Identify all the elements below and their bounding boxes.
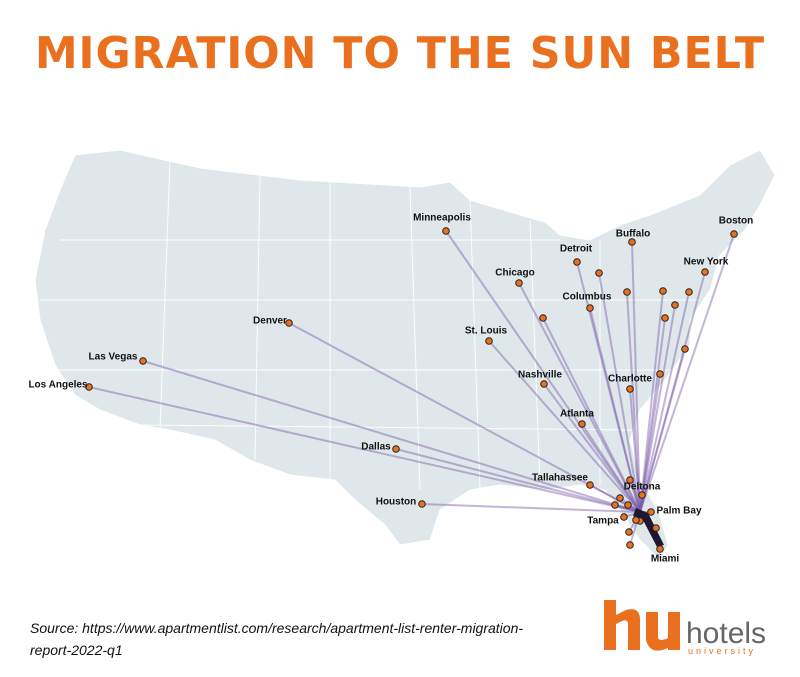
city-dot xyxy=(540,380,548,388)
city-dot xyxy=(701,268,709,276)
migration-line xyxy=(639,233,735,513)
migration-line xyxy=(639,348,686,513)
city-dot xyxy=(620,513,628,521)
migration-lines xyxy=(88,230,735,550)
cities: Minneapolis Detroit Buffalo Boston Chicago Ne… xyxy=(28,213,753,565)
city-dot xyxy=(586,481,594,489)
city-dot xyxy=(623,288,631,296)
city-dot xyxy=(616,494,624,502)
city-dot xyxy=(659,287,667,295)
city-label: Detroit xyxy=(560,244,593,255)
migration-line xyxy=(288,322,641,513)
city-dot xyxy=(656,370,664,378)
city-dot xyxy=(681,345,689,353)
city-dot xyxy=(442,227,450,235)
migration-line xyxy=(581,423,641,513)
migration-line xyxy=(629,388,641,513)
city-dot xyxy=(418,500,426,508)
city-dot xyxy=(671,301,679,309)
migration-line xyxy=(543,383,641,513)
city-label: Los Angeles xyxy=(28,380,88,391)
migration-line xyxy=(589,484,641,513)
city-dot xyxy=(628,238,636,246)
city-label: Nashville xyxy=(518,370,562,381)
city-label: St. Louis xyxy=(465,326,508,337)
city-dot xyxy=(586,304,594,312)
city-label: Buffalo xyxy=(616,229,650,240)
city-dot xyxy=(625,528,633,536)
city-dot xyxy=(656,545,664,553)
city-dot xyxy=(578,420,586,428)
city-label: Palm Bay xyxy=(656,506,701,517)
migration-line xyxy=(639,291,690,513)
migration-line xyxy=(576,261,641,513)
city-dot xyxy=(515,279,523,287)
migration-line xyxy=(421,503,641,513)
city-label: Columbus xyxy=(563,292,612,303)
migration-line xyxy=(629,479,641,513)
city-dot xyxy=(85,383,93,391)
city-label: Houston xyxy=(376,497,417,508)
city-dot xyxy=(730,230,738,238)
city-dot xyxy=(485,337,493,345)
state-borders xyxy=(40,159,700,491)
city-label: Atlanta xyxy=(560,409,594,420)
city-label: Dallas xyxy=(361,442,391,453)
source-note: Source: https://www.apartmentlist.com/re… xyxy=(30,620,524,658)
city-label: Denver xyxy=(253,316,287,327)
city-label: Chicago xyxy=(495,268,534,279)
migration-line xyxy=(639,290,664,513)
city-dot xyxy=(392,445,400,453)
migration-line xyxy=(598,272,641,513)
city-dot xyxy=(285,319,293,327)
city-dot xyxy=(626,476,634,484)
migration-line xyxy=(395,448,641,513)
title: MIGRATION TO THE SUN BELT xyxy=(35,28,765,79)
migration-line xyxy=(142,360,641,513)
city-dot xyxy=(624,501,632,509)
city-dot xyxy=(626,385,634,393)
city-dot xyxy=(661,314,669,322)
migration-line xyxy=(631,241,641,513)
city-label: Tampa xyxy=(587,516,619,527)
city-label: Deltona xyxy=(624,482,661,493)
us-outline xyxy=(34,149,776,561)
city-dot xyxy=(595,269,603,277)
city-dot xyxy=(652,524,660,532)
migration-line xyxy=(445,230,641,513)
city-label: Charlotte xyxy=(608,374,652,385)
city-label: Minneapolis xyxy=(413,213,471,224)
city-label: Boston xyxy=(719,216,753,227)
migration-line xyxy=(639,373,661,513)
city-dot xyxy=(647,508,655,516)
city-label: New York xyxy=(684,257,729,268)
city-dot xyxy=(626,541,634,549)
migration-line xyxy=(542,317,641,513)
city-dot xyxy=(573,258,581,266)
migration-line xyxy=(518,282,641,513)
city-dot xyxy=(539,314,547,322)
city-label: Las Vegas xyxy=(89,352,138,363)
city-dot xyxy=(611,501,619,509)
city-dot xyxy=(139,357,147,365)
migration-line xyxy=(639,271,706,513)
migration-line xyxy=(639,317,666,513)
migration-line xyxy=(488,340,641,513)
city-dot xyxy=(638,491,646,499)
city-dot xyxy=(632,516,640,524)
city-label: Tallahassee xyxy=(532,473,588,484)
city-dot xyxy=(685,288,693,296)
migration-line xyxy=(88,386,641,513)
migration-line xyxy=(626,291,641,513)
migration-line xyxy=(639,304,676,513)
city-label: Miami xyxy=(651,554,680,565)
